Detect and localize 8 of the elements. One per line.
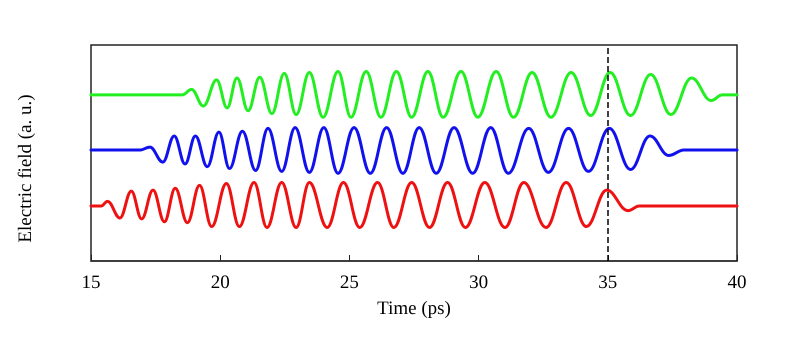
x-tick-label: 20 <box>210 272 230 293</box>
x-axis-title: Time (ps) <box>377 298 451 319</box>
x-tick-label: 40 <box>728 272 746 293</box>
y-axis-title: Electric field (a. u.) <box>15 94 36 243</box>
x-tick-label: 25 <box>340 272 359 293</box>
x-tick-label: 35 <box>598 272 618 293</box>
x-tick-label: 15 <box>82 272 100 293</box>
x-tick-label: 30 <box>469 272 488 293</box>
